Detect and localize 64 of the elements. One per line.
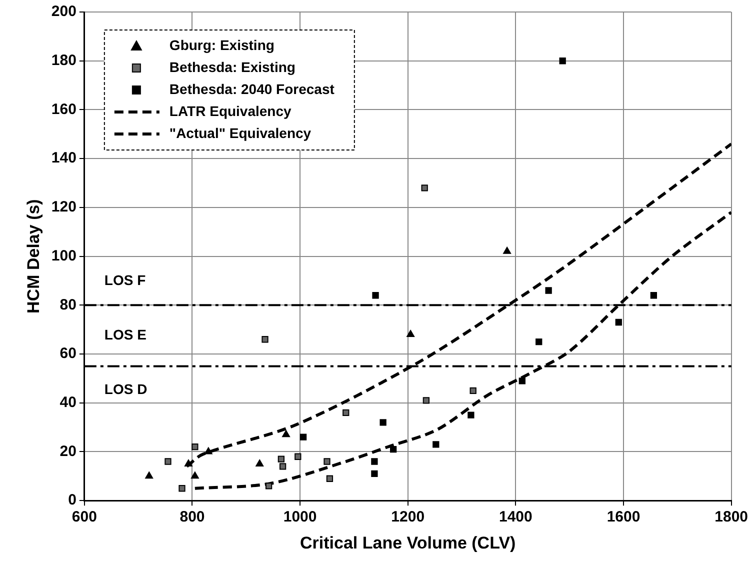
x-tick-label: 1200: [391, 508, 425, 526]
y-tick-label: 40: [60, 394, 76, 412]
y-tick-label: 200: [51, 3, 76, 20]
legend-label: LATR Equivalency: [169, 102, 292, 119]
point: [432, 441, 440, 448]
y-tick-label: 160: [51, 100, 76, 118]
point: [279, 463, 286, 470]
point: [278, 456, 285, 462]
point: [372, 292, 379, 299]
y-tick-label: 80: [60, 296, 76, 314]
point: [184, 459, 192, 466]
x-tick-label: 800: [180, 508, 205, 526]
point: [503, 246, 512, 254]
y-tick-label: 20: [60, 442, 76, 460]
point: [406, 330, 415, 337]
point: [265, 482, 272, 490]
legend-label: Gburg: Existing: [169, 36, 274, 53]
y-tick-label: 140: [51, 150, 76, 167]
point: [421, 184, 428, 192]
point: [300, 434, 307, 440]
point: [650, 292, 658, 299]
point: [536, 338, 542, 346]
point: [204, 447, 212, 454]
point: [518, 378, 526, 384]
point: [145, 472, 154, 479]
point: [190, 472, 199, 479]
point: [615, 318, 622, 326]
point: [371, 458, 378, 465]
y-tick-label: 120: [51, 198, 76, 216]
x-tick-label: 1400: [499, 508, 532, 526]
point: [178, 485, 186, 492]
point: [256, 459, 264, 466]
annotation: LOS D: [104, 381, 148, 398]
x-tick-label: 1800: [714, 508, 748, 526]
y-axis-title: HCM Delay (s): [24, 199, 43, 314]
point: [326, 475, 334, 482]
point: [262, 336, 268, 343]
point: [559, 58, 566, 64]
x-tick-label: 1600: [606, 508, 640, 526]
point: [422, 397, 430, 404]
y-tick-label: 60: [60, 345, 76, 362]
point: [192, 444, 198, 450]
point: [324, 458, 330, 465]
annotation: LOS F: [104, 272, 146, 288]
annotation: LOS E: [104, 326, 146, 343]
legend-label: "Actual" Equivalency: [169, 124, 312, 141]
point: [294, 453, 302, 460]
point: [468, 412, 474, 418]
point: [470, 387, 476, 394]
y-tick-label: 0: [68, 492, 76, 509]
y-tick-label: 100: [51, 247, 76, 264]
point: [371, 470, 378, 478]
point: [390, 446, 397, 453]
point: [164, 458, 172, 465]
point: [282, 430, 290, 438]
point: [380, 419, 386, 426]
x-tick-label: 600: [72, 508, 97, 526]
x-tick-label: 1000: [283, 508, 317, 526]
point: [545, 287, 552, 294]
x-axis-title: Critical Lane Volume (CLV): [300, 533, 516, 552]
point: [342, 409, 350, 416]
legend-label: Bethesda: 2040 Forecast: [169, 80, 335, 97]
legend-label: Bethesda: Existing: [169, 58, 296, 75]
y-tick-label: 180: [51, 52, 76, 69]
